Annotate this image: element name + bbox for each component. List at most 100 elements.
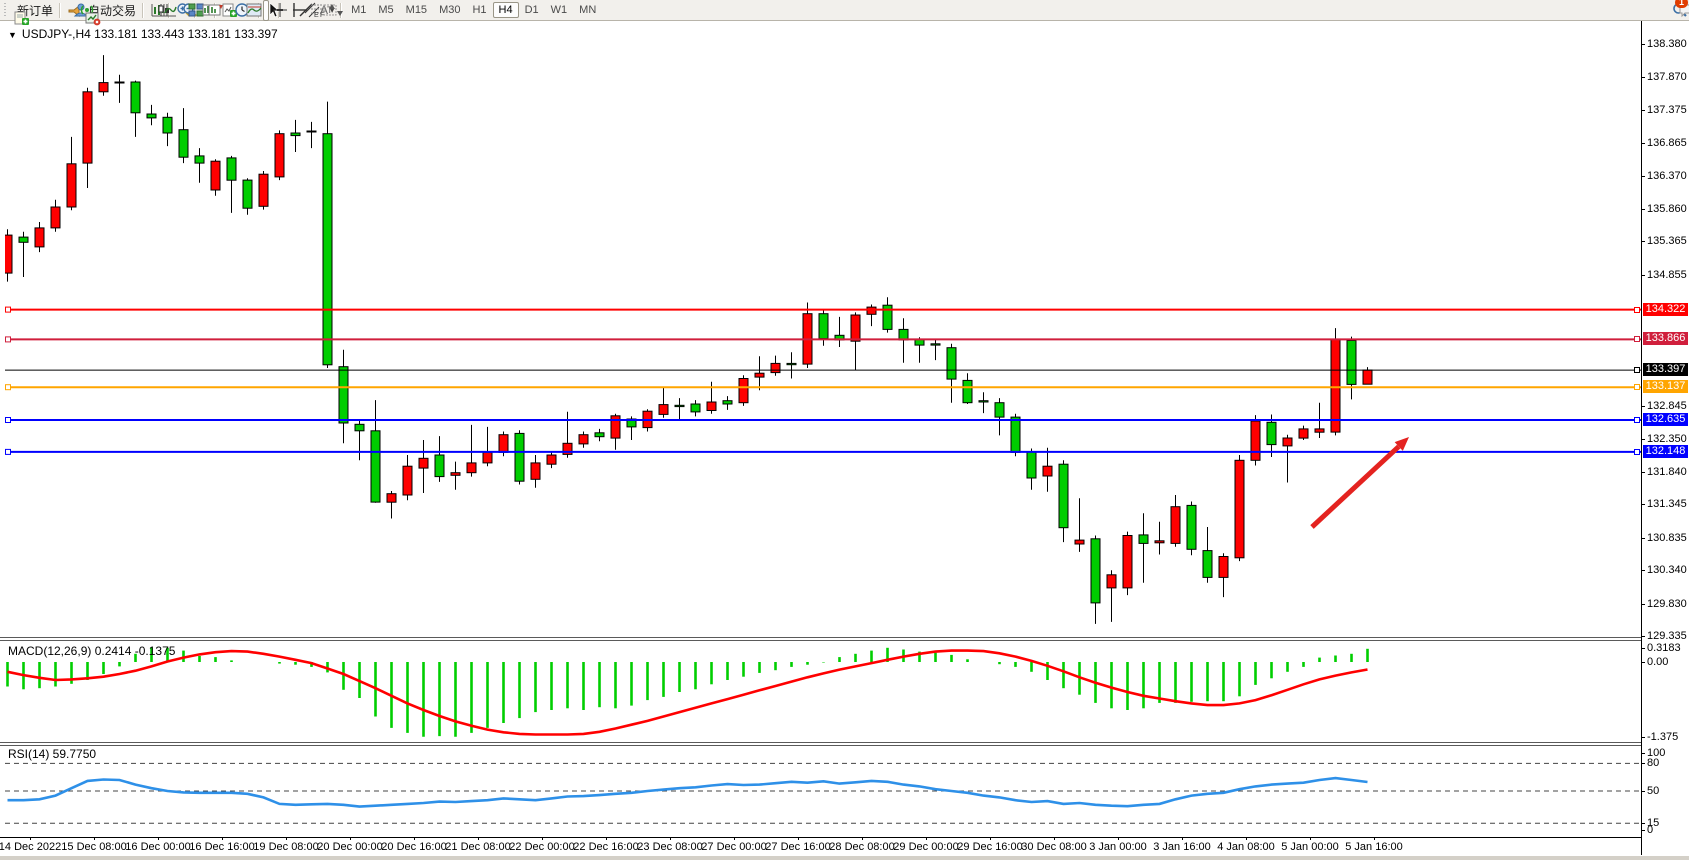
price-tag-notch [1634,417,1640,423]
axis-tick [1641,143,1645,144]
main-candlestick-chart[interactable] [5,22,1641,637]
label-icon[interactable]: T [319,1,337,20]
timeframe-button-m1[interactable]: M1 [351,4,367,16]
axis-tick [1641,110,1645,111]
panel-separator[interactable] [0,637,1641,641]
horizontal-line-icon[interactable] [289,1,308,20]
axis-tick [1641,570,1645,571]
macd-label: MACD(12,26,9) 0.2414 -0.1375 [8,644,176,658]
time-axis-label: 27 Dec 16:00 [765,841,831,853]
time-axis-tick [862,837,863,840]
price-tag-notch [1634,307,1640,313]
panel-separator[interactable] [0,742,1641,746]
timeframe-button-m30[interactable]: M30 [439,4,461,16]
chat-icon[interactable]: 1 [1674,0,1689,20]
axis-tick [1641,439,1645,440]
price-axis[interactable] [1641,21,1689,855]
new-chart-icon[interactable]: ▾ [219,1,238,20]
time-axis[interactable] [0,837,1641,856]
arrows-icon[interactable]: ▾ [325,1,344,20]
price-tag-notch [1634,449,1640,455]
line-chart-icon[interactable] [159,1,177,20]
time-axis-label: 29 Dec 00:00 [893,841,959,853]
window-bottom-edge [0,856,1689,860]
price-axis-label: 136.370 [1647,170,1687,182]
axis-tick [1641,753,1645,754]
axis-tick [1641,275,1645,276]
sound-icon[interactable] [64,1,80,20]
time-axis-tick [158,837,159,840]
axis-tick [1641,823,1645,824]
timeframe-button-m5[interactable]: M5 [378,4,394,16]
auto-scroll-icon[interactable] [205,1,224,20]
svg-text:E: E [314,12,319,18]
rsi-axis-label: 100 [1647,747,1666,759]
toolbar-separator [340,2,343,18]
new-order-button[interactable]: 新订单 [11,1,56,25]
fibonacci-icon[interactable]: F [307,1,324,20]
time-axis-tick [350,837,351,840]
macd-panel[interactable] [5,641,1641,741]
toolbar-separator [59,2,62,18]
time-axis-tick [926,837,927,840]
toolbar-grip[interactable] [2,2,9,18]
price-axis-label: 130.835 [1647,532,1687,544]
timeframe-button-d1[interactable]: D1 [524,4,539,16]
axis-tick [1641,791,1645,792]
svg-text:F: F [320,12,324,18]
rsi-axis-label: 0 [1647,824,1654,836]
price-axis-label: 130.340 [1647,564,1687,576]
price-axis-label: 129.830 [1647,598,1687,610]
axis-tick [1641,737,1645,738]
timeframe-button-mn[interactable]: MN [579,4,597,16]
price-axis-label: 131.345 [1647,498,1687,510]
price-axis-label: 137.375 [1647,104,1687,116]
timeframe-button-w1[interactable]: W1 [550,4,568,16]
timeframe-button-m15[interactable]: M15 [405,4,428,16]
price-tag: 132.635 [1643,413,1688,426]
axis-tick [1641,538,1645,539]
price-axis-label: 132.350 [1647,433,1687,445]
price-axis-label: 131.840 [1647,466,1687,478]
time-axis-tick [542,837,543,840]
axis-tick [1641,209,1645,210]
time-axis-tick [798,837,799,840]
time-axis-label: 28 Dec 08:00 [829,841,895,853]
time-axis-tick [734,837,735,840]
axis-tick [1641,648,1645,649]
time-axis-label: 21 Dec 08:00 [445,841,511,853]
time-axis-label: 5 Jan 16:00 [1345,841,1403,853]
price-tag: 133.866 [1643,332,1688,345]
time-axis-tick [94,837,95,840]
macd-axis-label: 0.3183 [1647,642,1681,654]
time-axis-label: 14 Dec 2022 [0,841,62,853]
time-axis-label: 20 Dec 16:00 [381,841,447,853]
crosshair-icon[interactable] [269,1,288,20]
time-axis-tick [414,837,415,840]
time-axis-tick [478,837,479,840]
time-axis-label: 5 Jan 00:00 [1281,841,1339,853]
symbol-dropdown-icon[interactable]: ▼ [8,30,17,40]
price-axis-label: 134.855 [1647,269,1687,281]
bar-chart-icon[interactable] [147,1,165,20]
signals-icon[interactable] [76,1,94,20]
timeframe-button-h1[interactable]: H1 [472,4,487,16]
price-axis-label: 132.845 [1647,400,1687,412]
autotrade-button[interactable]: 自动交易 [82,1,139,26]
template-icon[interactable]: ▾ [243,1,262,20]
price-axis-label: 136.865 [1647,137,1687,149]
price-axis-label: 135.365 [1647,235,1687,247]
cursor-icon[interactable] [263,0,280,21]
axis-tick [1641,636,1645,637]
time-axis-label: 20 Dec 00:00 [317,841,383,853]
trendline-icon[interactable] [295,1,313,20]
timeframe-button-h4[interactable]: H4 [492,2,519,18]
time-axis-tick [1374,837,1375,840]
axis-tick [1641,472,1645,473]
price-tag: 133.137 [1643,380,1688,393]
rsi-axis-label: 15 [1647,817,1660,829]
time-axis-label: 16 Dec 16:00 [189,841,255,853]
price-tag-notch [1634,367,1640,373]
rsi-panel[interactable] [5,745,1641,837]
